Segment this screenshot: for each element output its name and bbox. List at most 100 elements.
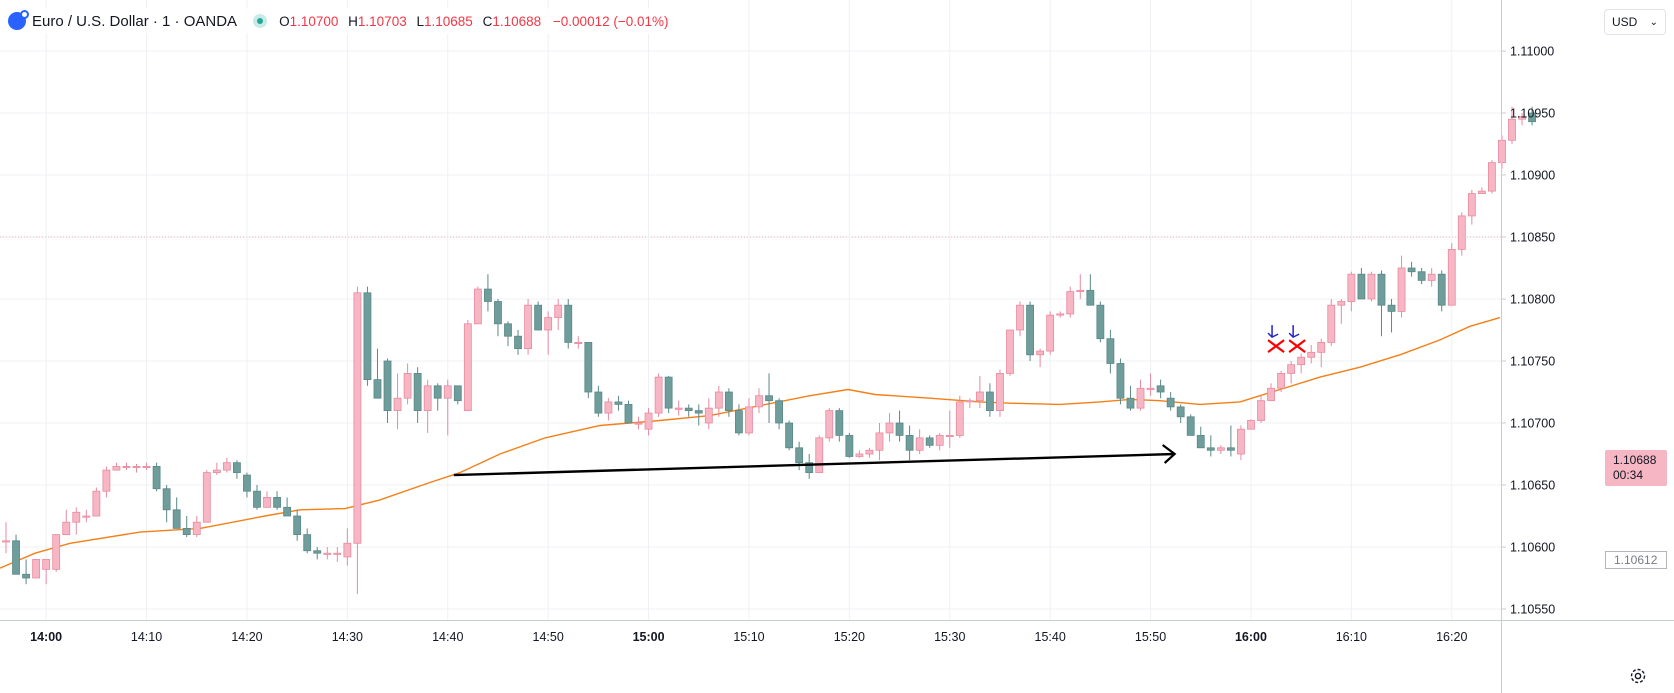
candle-up (443, 379, 452, 436)
candle-body (1297, 356, 1306, 366)
candle-down (373, 348, 382, 399)
candle-body (1226, 447, 1235, 451)
candle-up (393, 373, 402, 430)
candles-layer (2, 106, 1536, 595)
candle-body (986, 391, 994, 412)
candle-body (82, 515, 91, 518)
candle-body (694, 410, 703, 414)
candle-up (885, 413, 894, 442)
candle-up (524, 299, 532, 355)
candle-body (885, 422, 894, 434)
candle-up (132, 463, 141, 473)
candle-up (353, 286, 362, 595)
candle-body (855, 453, 864, 457)
candle-body (504, 323, 512, 337)
candle-up (1277, 370, 1285, 392)
candle-body (604, 401, 613, 414)
candle-down (1417, 268, 1426, 285)
currency-selector[interactable]: USD ⌄ (1604, 9, 1666, 35)
candle-up (714, 385, 723, 417)
y-tick-label: 1.10800 (1510, 293, 1555, 307)
y-tick-label: 1.10900 (1510, 169, 1555, 183)
candle-body (815, 437, 824, 474)
candle-body (714, 391, 723, 409)
candle-body (423, 385, 432, 411)
candle-down (1226, 425, 1235, 457)
candle-down (905, 425, 914, 461)
candle-down (514, 330, 522, 355)
candle-body (1407, 267, 1416, 273)
time-axis[interactable]: 14:00 14:10 14:20 14:30 14:40 14:50 15:00 15:10… (30, 630, 1467, 644)
candle-body (1086, 289, 1095, 306)
candle-down (1126, 385, 1135, 411)
last-price-tag: 1.10688 00:34 (1605, 450, 1667, 486)
candle-down (152, 462, 161, 492)
moving-average-layer (0, 316, 1501, 569)
candle-down (1528, 106, 1536, 126)
candle-up (1367, 271, 1376, 302)
candle-body (1417, 271, 1426, 281)
candle-down (986, 383, 994, 417)
candle-body (333, 552, 342, 555)
candle-up (1257, 395, 1265, 423)
previous-close-tag: 1.10612 (1605, 551, 1667, 569)
candle-up (1447, 243, 1456, 306)
price-axis[interactable]: 1.10550 1.10600 1.10650 1.10700 1.10750 1.108… (1501, 45, 1555, 617)
candle-body (112, 465, 121, 471)
candle-body (1467, 193, 1476, 217)
candle-body (52, 534, 61, 570)
currency-label: USD (1612, 15, 1638, 29)
candle-body (233, 462, 241, 473)
candle-body (524, 304, 532, 350)
cross-marker (1288, 325, 1306, 353)
candle-down (765, 373, 773, 423)
candle-body (433, 385, 442, 399)
previous-close-value: 1.10612 (1614, 553, 1658, 567)
cross-marker (1267, 325, 1285, 353)
candle-up (915, 429, 924, 454)
candle-body (945, 434, 954, 437)
candle-body (263, 496, 271, 508)
candle-up (212, 462, 221, 476)
candle-body (534, 304, 543, 331)
x-tick-label: 16:00 (1235, 630, 1267, 644)
candle-up (875, 423, 884, 461)
candle-body (142, 465, 151, 468)
candle-down (363, 286, 372, 386)
candle-body (624, 403, 633, 424)
candle-up (2, 522, 10, 554)
candle-body (1076, 289, 1085, 292)
candle-body (1116, 363, 1125, 399)
candle-body (1106, 338, 1115, 364)
candle-body (1387, 304, 1396, 312)
candle-body (935, 434, 944, 446)
gear-icon[interactable] (1628, 666, 1648, 686)
candle-body (1247, 420, 1255, 430)
x-tick-label: 16:10 (1336, 630, 1367, 644)
candle-body (393, 397, 402, 412)
candle-up (945, 410, 954, 448)
candle-down (895, 410, 904, 442)
candle-body (975, 391, 984, 402)
candle-down (1186, 414, 1195, 436)
ohlc-high-key: H (348, 13, 358, 29)
candle-down (484, 274, 492, 312)
y-tick-label: 1.11000 (1510, 45, 1554, 59)
candle-down (1206, 435, 1215, 457)
candle-down (1357, 268, 1366, 300)
candle-body (514, 335, 522, 350)
candle-up (1518, 113, 1526, 126)
candle-body (654, 376, 663, 414)
candle-body (192, 521, 201, 536)
symbol-title[interactable]: Euro / U.S. Dollar · 1 · OANDA (32, 12, 238, 30)
candle-body (152, 465, 161, 490)
candle-up (192, 516, 201, 538)
candle-up (1317, 338, 1326, 368)
candle-down (413, 367, 422, 423)
candle-body (1337, 301, 1346, 306)
candle-up (704, 398, 713, 430)
market-status-icon[interactable] (253, 14, 268, 28)
candle-body (72, 511, 81, 523)
candle-body (1196, 434, 1205, 449)
